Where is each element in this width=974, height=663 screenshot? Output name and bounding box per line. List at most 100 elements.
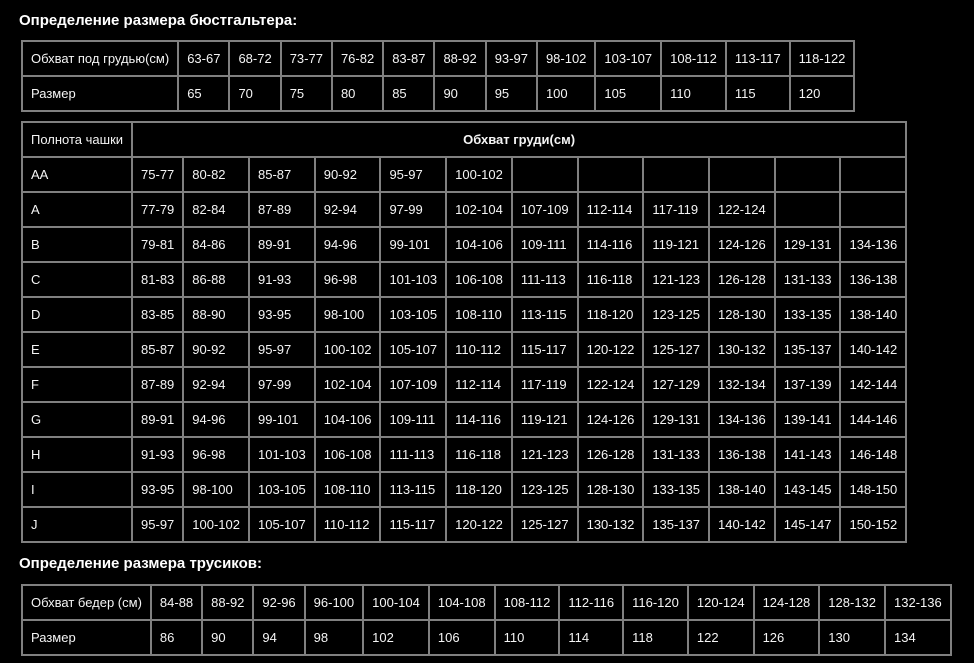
- row-label-cell: J: [20, 506, 134, 543]
- table-row: B 79-81 84-86 89-91 94-96 99-101 104-106 109-11…: [20, 226, 908, 263]
- value-cell: 119-121: [642, 226, 711, 263]
- value-cell: 120-124: [686, 584, 755, 621]
- bra-cup-table-body: AA 75-77 80-82 85-87 90-92 95-97 100-102 A 77-79…: [20, 156, 908, 543]
- value-cell: 130-132: [576, 506, 645, 543]
- value-cell: 89-91: [248, 226, 316, 263]
- value-cell: 114: [558, 619, 625, 656]
- value-cell: 104-106: [445, 226, 513, 263]
- value-cell: 90: [433, 75, 487, 112]
- value-cell: 134-136: [839, 226, 908, 263]
- value-cell: 143-145: [773, 471, 842, 508]
- value-cell: 92-94: [182, 366, 250, 403]
- value-cell: 110-112: [445, 331, 513, 368]
- value-cell: 138-140: [708, 471, 776, 508]
- value-cell: 123-125: [510, 471, 579, 508]
- value-cell: 135-137: [642, 506, 711, 543]
- value-cell: 86-88: [182, 261, 250, 298]
- value-cell: 84-88: [149, 584, 204, 621]
- row-label-cell: H: [20, 436, 134, 473]
- value-cell: 120-122: [576, 331, 645, 368]
- value-cell: 96-98: [313, 261, 382, 298]
- value-cell: 90-92: [182, 331, 250, 368]
- value-cell: 85-87: [131, 331, 185, 368]
- value-cell: 121-123: [510, 436, 579, 473]
- table-row: H 91-93 96-98 101-103 106-108 111-113 116-118 1…: [20, 436, 908, 473]
- value-cell: 75-77: [131, 156, 185, 193]
- bust-girth-header-cell: Обхват груди(см): [131, 121, 908, 158]
- value-cell: 118-120: [445, 471, 513, 508]
- value-cell: 99-101: [379, 226, 448, 263]
- value-cell: 130: [818, 619, 887, 656]
- value-cell: 118-122: [788, 40, 856, 77]
- value-cell: 93-95: [248, 296, 316, 333]
- value-cell: 94-96: [313, 226, 382, 263]
- value-cell: 112-116: [558, 584, 625, 621]
- value-cell: 100-104: [362, 584, 430, 621]
- value-cell: 83-85: [131, 296, 185, 333]
- value-cell: [576, 156, 645, 193]
- value-cell: 111-113: [510, 261, 579, 298]
- value-cell: 150-152: [839, 506, 908, 543]
- value-cell: 124-126: [576, 401, 645, 438]
- row-label-cell: AA: [20, 156, 134, 193]
- value-cell: 117-119: [642, 191, 711, 228]
- value-cell: 112-114: [576, 191, 645, 228]
- value-cell: 102: [362, 619, 430, 656]
- value-cell: 108-112: [660, 40, 727, 77]
- table-row: Размер 65 70 75 80 85 90 95 100 105 110 115 120: [20, 75, 856, 112]
- value-cell: 137-139: [773, 366, 842, 403]
- value-cell: 107-109: [510, 191, 579, 228]
- value-cell: 90-92: [313, 156, 382, 193]
- table-row: Размер 86 90 94 98 102 106 110 114 118 122 126 130 13…: [21, 619, 952, 656]
- cup-table-header-row: Полнота чашки Обхват груди(см): [20, 121, 908, 158]
- value-cell: 134: [884, 619, 952, 656]
- value-cell: 97-99: [379, 191, 448, 228]
- value-cell: 109-111: [510, 226, 579, 263]
- value-cell: 113-115: [510, 296, 579, 333]
- value-cell: 118: [622, 619, 689, 656]
- bra-band-table-body: Обхват под грудью(см) 63-67 68-72 73-77 76-8…: [20, 40, 856, 112]
- value-cell: 140-142: [839, 331, 908, 368]
- value-cell: 116-118: [445, 436, 513, 473]
- value-cell: 106-108: [313, 436, 382, 473]
- value-cell: 89-91: [131, 401, 185, 438]
- value-cell: 79-81: [131, 226, 185, 263]
- table-row: J 95-97 100-102 105-107 110-112 115-117 120-12…: [20, 506, 908, 543]
- value-cell: 86: [149, 619, 204, 656]
- value-cell: 145-147: [773, 506, 842, 543]
- value-cell: [773, 156, 842, 193]
- row-label-cell: B: [20, 226, 134, 263]
- value-cell: 131-133: [773, 261, 842, 298]
- bra-cup-size-table: Полнота чашки Обхват груди(см) AA 75-77 80…: [20, 121, 908, 543]
- value-cell: 87-89: [131, 366, 185, 403]
- value-cell: 132-136: [884, 584, 952, 621]
- value-cell: 85: [382, 75, 436, 112]
- value-cell: 97-99: [248, 366, 316, 403]
- row-label-cell: D: [20, 296, 134, 333]
- value-cell: 113-117: [724, 40, 791, 77]
- table-row: A 77-79 82-84 87-89 92-94 97-99 102-104 107-109…: [20, 191, 908, 228]
- value-cell: 113-115: [379, 471, 448, 508]
- value-cell: 115-117: [510, 331, 579, 368]
- value-cell: 95-97: [248, 331, 316, 368]
- value-cell: 96-100: [303, 584, 365, 621]
- value-cell: 128-130: [576, 471, 645, 508]
- value-cell: 129-131: [642, 401, 711, 438]
- value-cell: 103-105: [248, 471, 316, 508]
- value-cell: 128-132: [818, 584, 887, 621]
- table-row: G 89-91 94-96 99-101 104-106 109-111 114-116 11…: [20, 401, 908, 438]
- value-cell: 119-121: [510, 401, 579, 438]
- value-cell: 127-129: [642, 366, 711, 403]
- size-chart-page: Определение размера бюстгальтера: Обхват…: [19, 13, 974, 656]
- row-label-cell: G: [20, 401, 134, 438]
- value-cell: 100-102: [313, 331, 382, 368]
- value-cell: 83-87: [382, 40, 436, 77]
- value-cell: 80-82: [182, 156, 250, 193]
- value-cell: 136-138: [708, 436, 776, 473]
- value-cell: 131-133: [642, 436, 711, 473]
- value-cell: 116-120: [622, 584, 689, 621]
- value-cell: 100-102: [445, 156, 513, 193]
- value-cell: 125-127: [642, 331, 711, 368]
- value-cell: 95-97: [131, 506, 185, 543]
- value-cell: 133-135: [773, 296, 842, 333]
